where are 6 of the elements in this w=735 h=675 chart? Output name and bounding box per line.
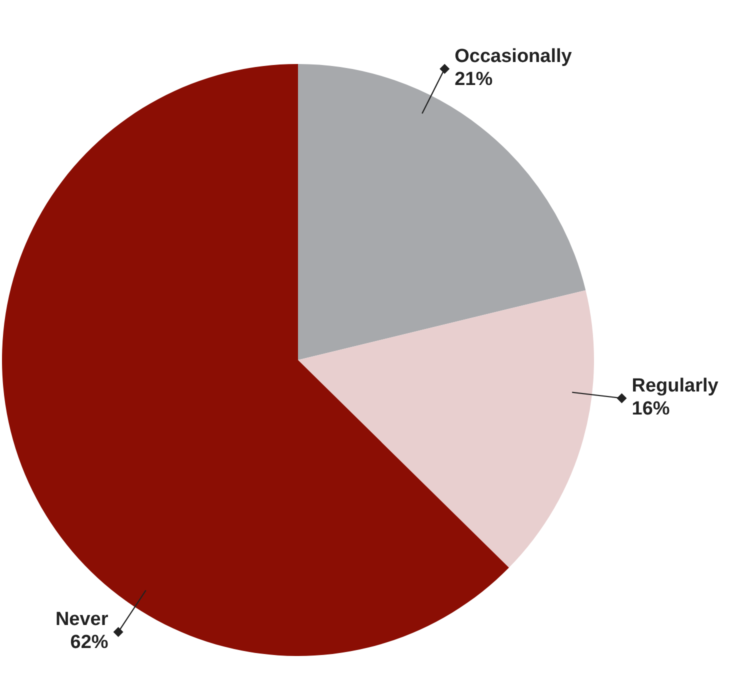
data-label: 62% bbox=[70, 632, 108, 654]
slice-label: Regularly bbox=[632, 375, 719, 396]
data-label: 16% bbox=[632, 398, 670, 420]
slice-label: Occasionally bbox=[454, 46, 572, 68]
slice-label: Never bbox=[55, 609, 109, 630]
data-label: 21% bbox=[454, 69, 493, 90]
